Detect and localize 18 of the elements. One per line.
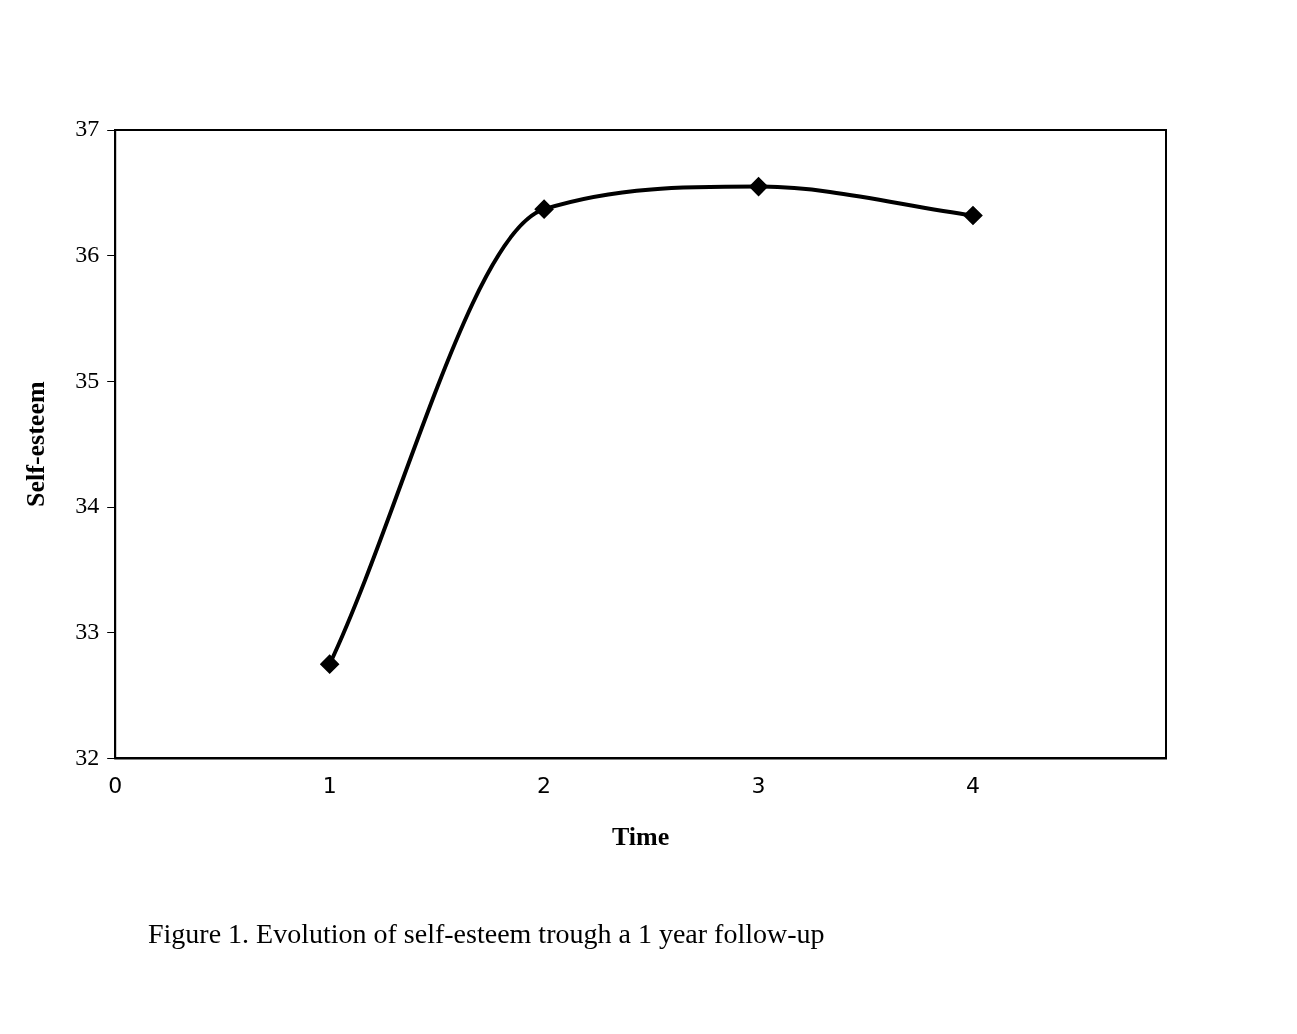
y-tick-label: 35 <box>75 366 100 393</box>
y-tick-label: 33 <box>75 618 100 645</box>
point <box>964 206 982 225</box>
x-tick-label: 2 <box>537 773 552 799</box>
point <box>749 177 768 196</box>
y-tick-label: 36 <box>75 240 100 267</box>
point <box>320 655 339 674</box>
x-tick-label: 3 <box>751 773 766 799</box>
y-tick-label: 37 <box>75 115 100 142</box>
caption: Figure 1. Evolution of self-esteem trough a 1 year follow-up <box>148 918 826 950</box>
point <box>535 200 554 219</box>
y-axis-title: Self-esteem <box>21 381 51 507</box>
x-tick-label: 1 <box>322 773 337 799</box>
x-tick-label: 0 <box>108 773 123 799</box>
x-axis-title: Time <box>611 822 670 852</box>
y-tick-label: 32 <box>75 743 100 770</box>
y-tick-label: 34 <box>75 492 100 519</box>
x-tick-label: 4 <box>966 773 980 799</box>
